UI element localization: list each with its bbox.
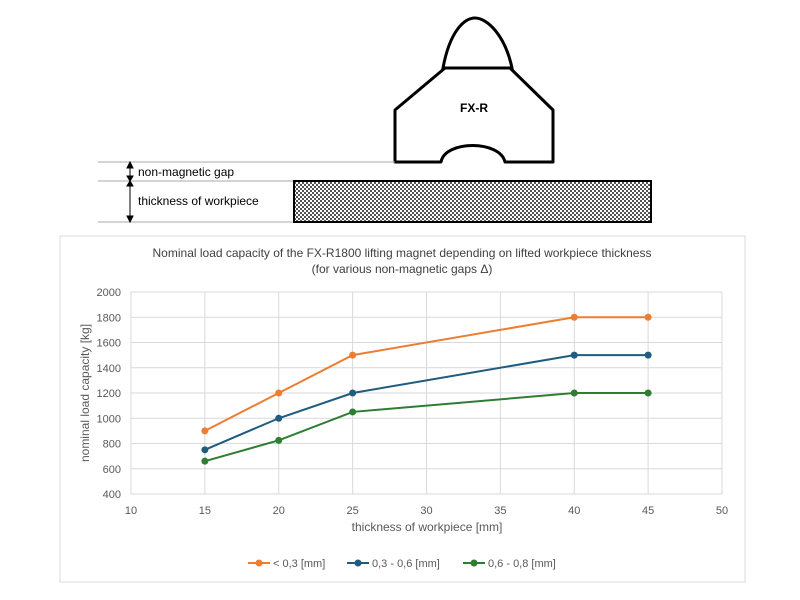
dimension-arrows	[126, 160, 134, 224]
data-point	[644, 351, 652, 359]
x-tick-label: 30	[420, 505, 432, 517]
y-tick-label: 1400	[97, 363, 121, 375]
data-point	[570, 313, 578, 321]
y-tick-label: 1000	[97, 413, 121, 425]
legend-marker	[470, 559, 478, 567]
magnet-label: FX-R	[460, 101, 488, 115]
data-point	[201, 457, 209, 465]
y-tick-label: 400	[103, 489, 121, 501]
magnet-body	[393, 66, 555, 164]
data-point	[570, 389, 578, 397]
legend-marker	[354, 559, 362, 567]
x-tick-label: 10	[125, 505, 137, 517]
x-tick-label: 35	[494, 505, 506, 517]
magnet-diagram: FX-R non-magnetic gap thickness of workp…	[98, 16, 652, 224]
data-point	[275, 414, 283, 422]
data-point	[201, 427, 209, 435]
x-tick-label: 25	[347, 505, 359, 517]
data-point	[275, 436, 283, 444]
y-tick-label: 2000	[97, 287, 121, 299]
data-point	[201, 446, 209, 454]
y-tick-label: 1200	[97, 388, 121, 400]
thickness-label: thickness of workpiece	[138, 194, 259, 208]
y-axis-label: nominal load capacity [kg]	[78, 324, 92, 462]
legend-label: 0,6 - 0,8 [mm]	[488, 558, 556, 570]
data-point	[644, 313, 652, 321]
x-tick-label: 45	[642, 505, 654, 517]
data-point	[570, 351, 578, 359]
x-axis-label: thickness of workpiece [mm]	[352, 520, 503, 534]
y-tick-label: 600	[103, 464, 121, 476]
data-point	[349, 408, 357, 416]
y-tick-label: 1600	[97, 338, 121, 350]
x-tick-label: 20	[273, 505, 285, 517]
data-point	[349, 351, 357, 359]
data-point	[644, 389, 652, 397]
y-tick-label: 800	[103, 439, 121, 451]
gap-label: non-magnetic gap	[138, 165, 234, 179]
workpiece	[293, 180, 652, 223]
legend-label: < 0,3 [mm]	[273, 558, 325, 570]
x-tick-label: 40	[568, 505, 580, 517]
magnet-handle	[441, 16, 514, 70]
y-tick-label: 1800	[97, 312, 121, 324]
chart-subtitle: (for various non-magnetic gaps Δ)	[312, 262, 493, 276]
data-point	[275, 389, 283, 397]
x-tick-label: 15	[199, 505, 211, 517]
chart-frame	[59, 235, 746, 583]
chart-title: Nominal load capacity of the FX-R1800 li…	[153, 246, 652, 260]
data-point	[349, 389, 357, 397]
legend-marker	[255, 559, 263, 567]
x-tick-label: 50	[716, 505, 728, 517]
legend-label: 0,3 - 0,6 [mm]	[372, 558, 440, 570]
